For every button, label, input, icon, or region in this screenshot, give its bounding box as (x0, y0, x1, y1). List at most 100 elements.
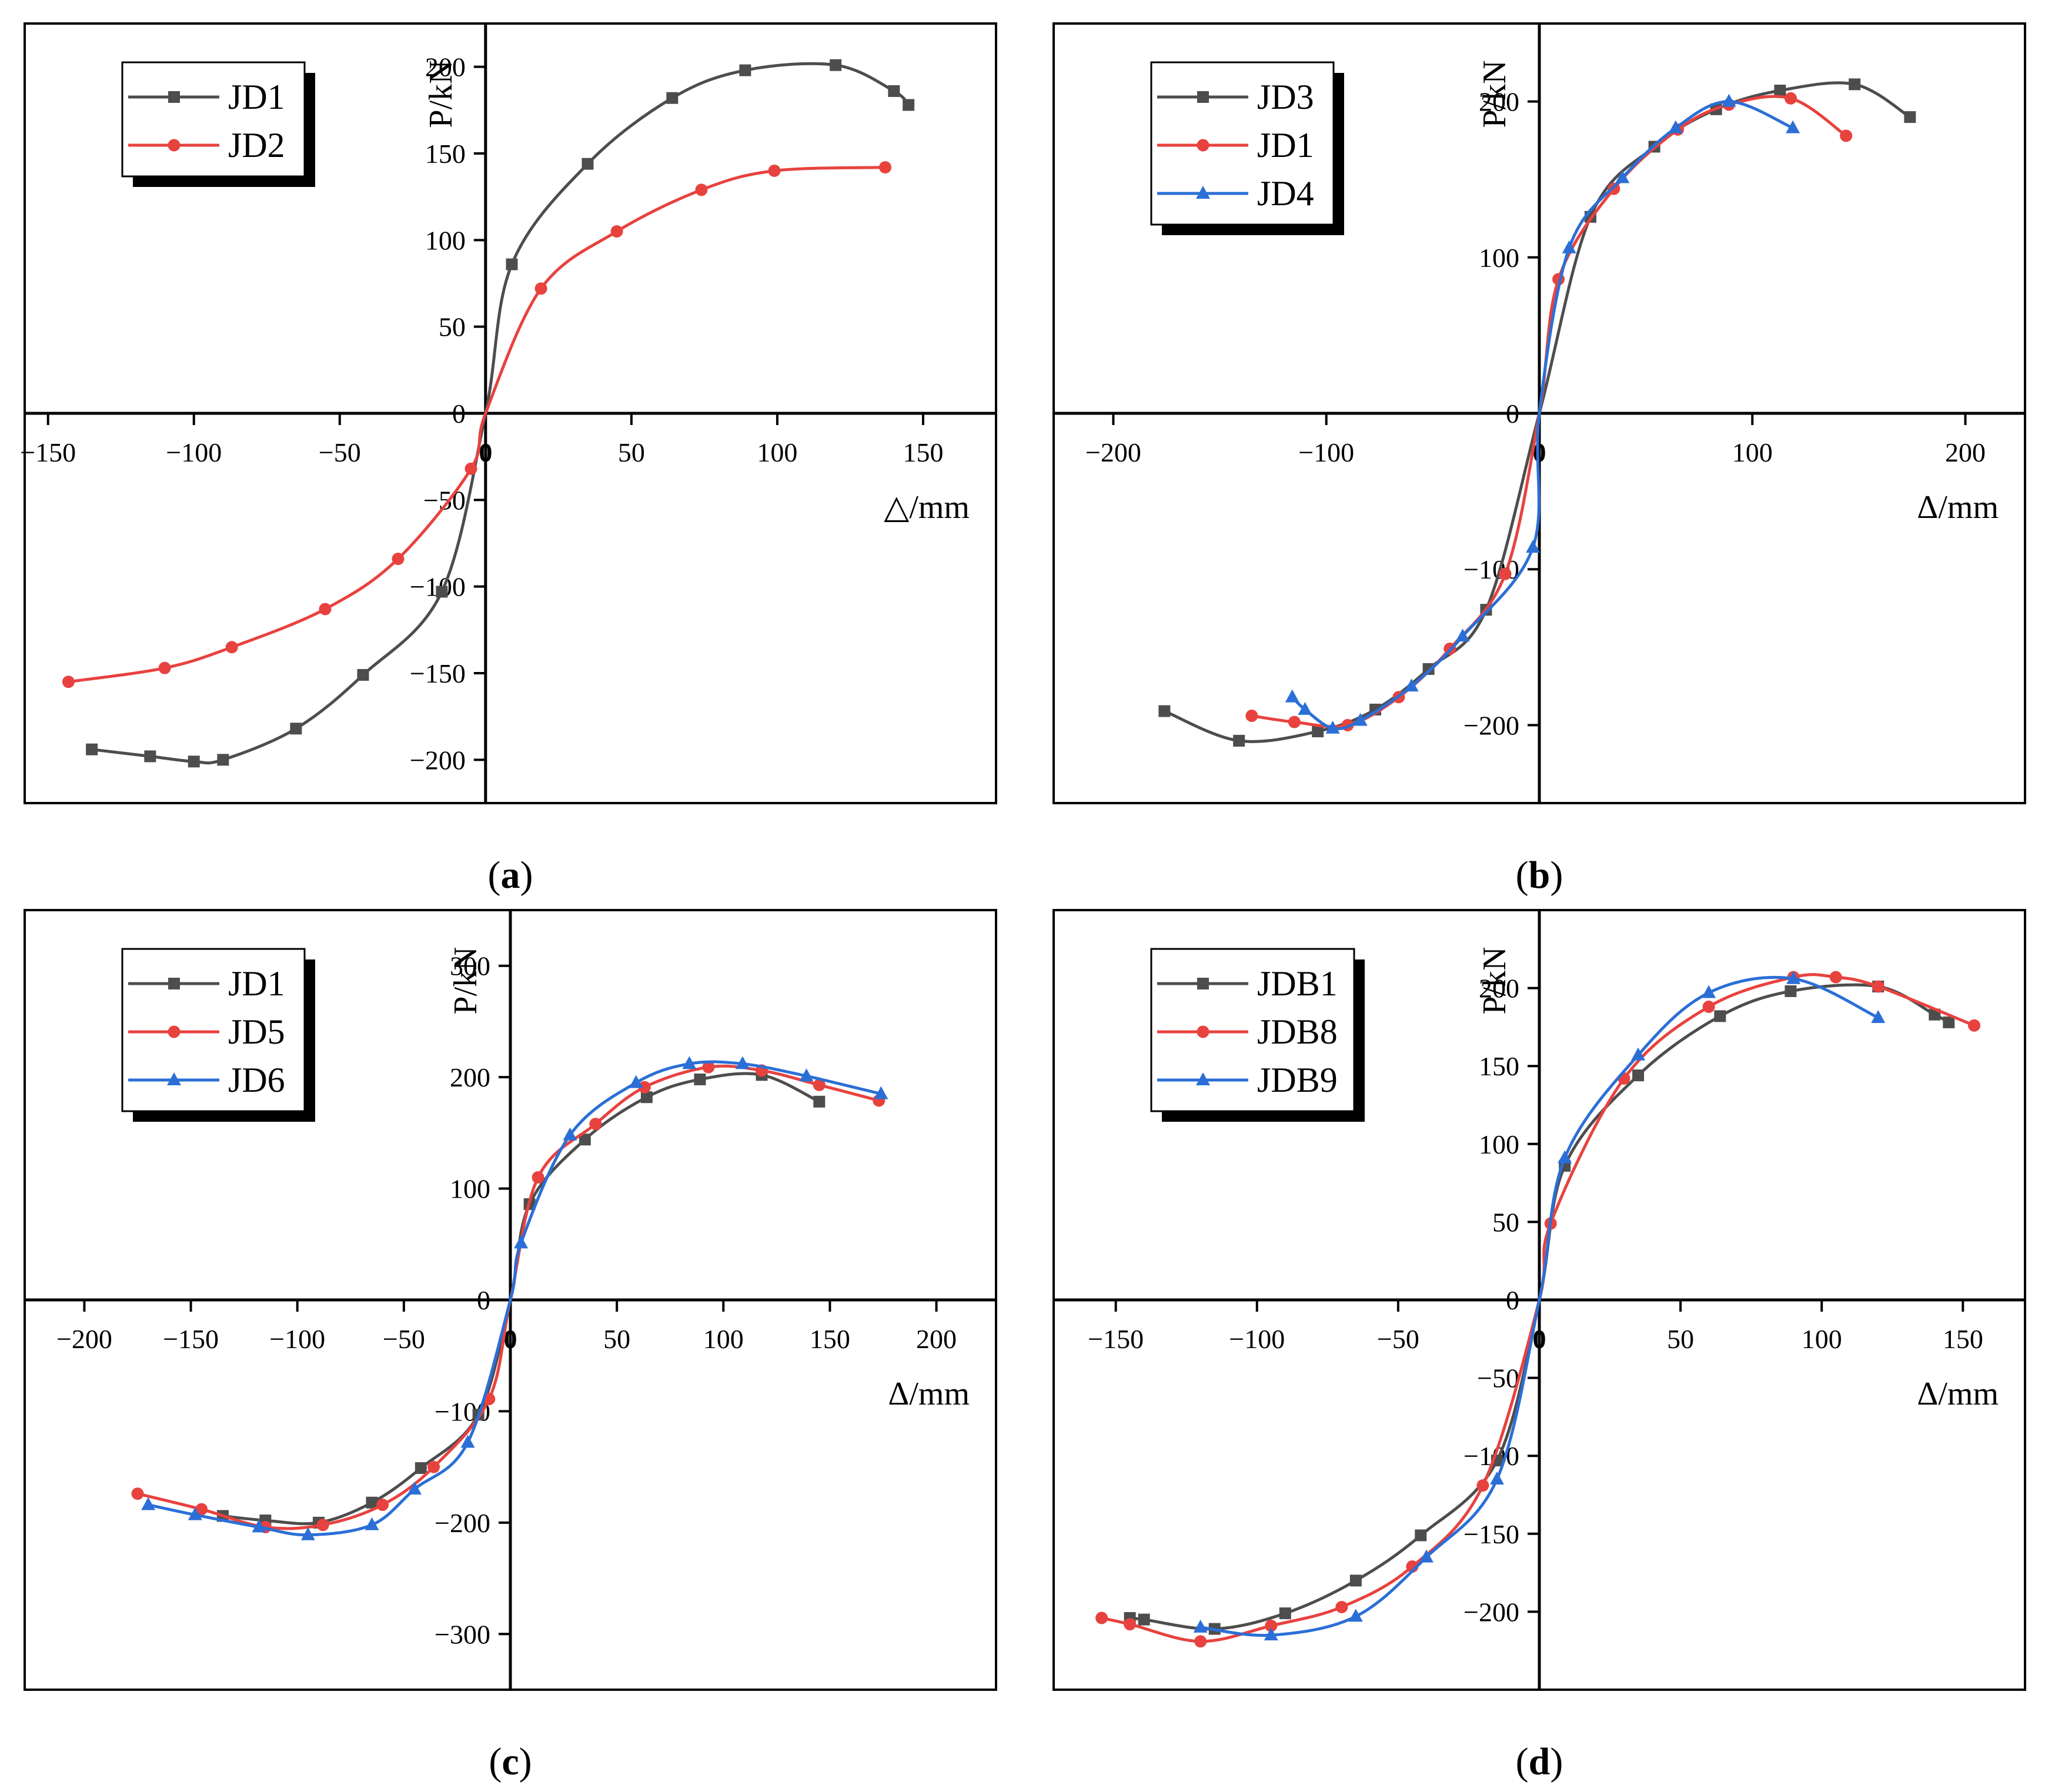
data-point (768, 164, 781, 177)
data-point (1415, 1529, 1427, 1542)
y-tick-label: −200 (435, 1508, 490, 1538)
legend-label: JD1 (1257, 126, 1314, 165)
x-tick-label: −200 (1085, 437, 1141, 467)
y-tick-label: −200 (410, 745, 466, 775)
data-point (1774, 85, 1786, 97)
chart-panel-a: −150−100−5050100150−200−150−100−50501001… (20, 22, 997, 897)
data-point (830, 59, 842, 71)
series-line (1291, 100, 1794, 731)
x-tick-label: −100 (1298, 437, 1354, 467)
x-axis-title: Δ/mm (1917, 489, 1999, 526)
data-point (1871, 1009, 1886, 1023)
y-tick-label: 50 (439, 312, 466, 342)
data-point (1786, 120, 1800, 133)
data-point (589, 1118, 602, 1131)
y-tick-label: 200 (450, 1062, 490, 1092)
legend-swatch-marker (1196, 186, 1210, 199)
y-axis-title: P/kN (1476, 60, 1513, 128)
series-jd1 (86, 59, 915, 768)
y-tick-label-zero: 0 (452, 399, 466, 429)
x-tick-label: −200 (56, 1324, 112, 1354)
data-point (1840, 129, 1853, 142)
x-tick-label: 150 (903, 437, 943, 467)
data-point (1968, 1019, 1981, 1032)
x-tick-label: 100 (1802, 1324, 1842, 1354)
data-point (666, 92, 679, 104)
x-tick-label: 100 (1732, 437, 1773, 467)
data-point (878, 161, 891, 174)
data-point (357, 668, 369, 681)
data-point (813, 1078, 826, 1091)
series-jd5 (131, 1061, 886, 1533)
x-tick-label: −50 (383, 1324, 425, 1354)
panel-caption: (a) (488, 854, 533, 897)
y-tick-label: −150 (1463, 1519, 1519, 1549)
data-point (695, 183, 708, 196)
data-point (195, 1503, 208, 1516)
data-point (579, 1134, 591, 1146)
series-line (1200, 975, 1879, 1637)
data-point (1499, 567, 1512, 580)
y-tick-label: 150 (425, 139, 466, 169)
legend-swatch-marker (168, 1025, 181, 1038)
legend-label: JD2 (228, 126, 285, 165)
y-axis-title: P/kN (447, 947, 484, 1014)
y-tick-label: 100 (1479, 243, 1519, 273)
data-point (1245, 709, 1258, 722)
x-tick-label: 150 (1943, 1324, 1983, 1354)
series-line (137, 1064, 880, 1530)
data-point (874, 1086, 888, 1099)
data-point (392, 553, 405, 566)
data-point (506, 258, 518, 270)
y-tick-label-zero: 0 (1506, 1285, 1519, 1315)
data-point (1285, 689, 1299, 703)
data-point (427, 1460, 440, 1473)
data-point (319, 603, 332, 616)
data-point (1714, 1010, 1726, 1022)
chart-panel-b: −200 −100 100 200−200−10010020000Δ/mmP/kNJD… (1052, 22, 2026, 897)
x-tick-label: −100 (269, 1324, 325, 1354)
chart-panel-c: −200 −150 −100 −50 50 100 150 200−300−200−10010… (24, 909, 997, 1783)
y-tick-label-zero: 0 (1506, 399, 1519, 429)
y-axis-title: P/kN (423, 60, 459, 128)
data-point (158, 661, 171, 674)
y-tick-label: −50 (423, 485, 466, 515)
data-point (1608, 182, 1620, 195)
legend-box (121, 948, 306, 1112)
y-tick-label: −300 (435, 1619, 490, 1649)
data-point (694, 1073, 706, 1085)
data-point (366, 1496, 378, 1509)
data-point (1353, 713, 1368, 726)
data-point (141, 1497, 156, 1510)
x-tick-label: 100 (757, 437, 797, 467)
data-point (563, 1127, 577, 1141)
data-point (300, 1527, 315, 1540)
data-point (735, 1056, 750, 1069)
legend-swatch-marker (167, 1072, 181, 1085)
x-tick-label-zero: 0 (1533, 437, 1546, 467)
data-point (188, 755, 200, 768)
x-tick-label: −100 (1229, 1324, 1285, 1354)
data-point (465, 462, 477, 475)
y-tick-label: −200 (1463, 710, 1519, 740)
series-jdb9 (1193, 971, 1886, 1641)
x-tick-label: 50 (618, 437, 645, 467)
data-point (1265, 1619, 1278, 1632)
data-point (1784, 92, 1797, 105)
data-point (1615, 170, 1630, 183)
legend-swatch-marker (1197, 139, 1209, 152)
x-tick-label: 50 (1667, 1324, 1694, 1354)
x-tick-label: 100 (703, 1324, 744, 1354)
y-tick-label: 150 (1479, 1051, 1519, 1081)
legend-swatch-marker (1197, 978, 1209, 989)
data-point (629, 1075, 643, 1088)
y-axis-title: P/kN (1476, 947, 1513, 1014)
x-tick-label-zero: 0 (504, 1324, 517, 1354)
data-point (1668, 120, 1683, 133)
data-point (62, 676, 75, 688)
data-point (1785, 985, 1797, 997)
legend-label: JDB8 (1257, 1012, 1338, 1051)
legend-label: JD5 (228, 1012, 285, 1051)
